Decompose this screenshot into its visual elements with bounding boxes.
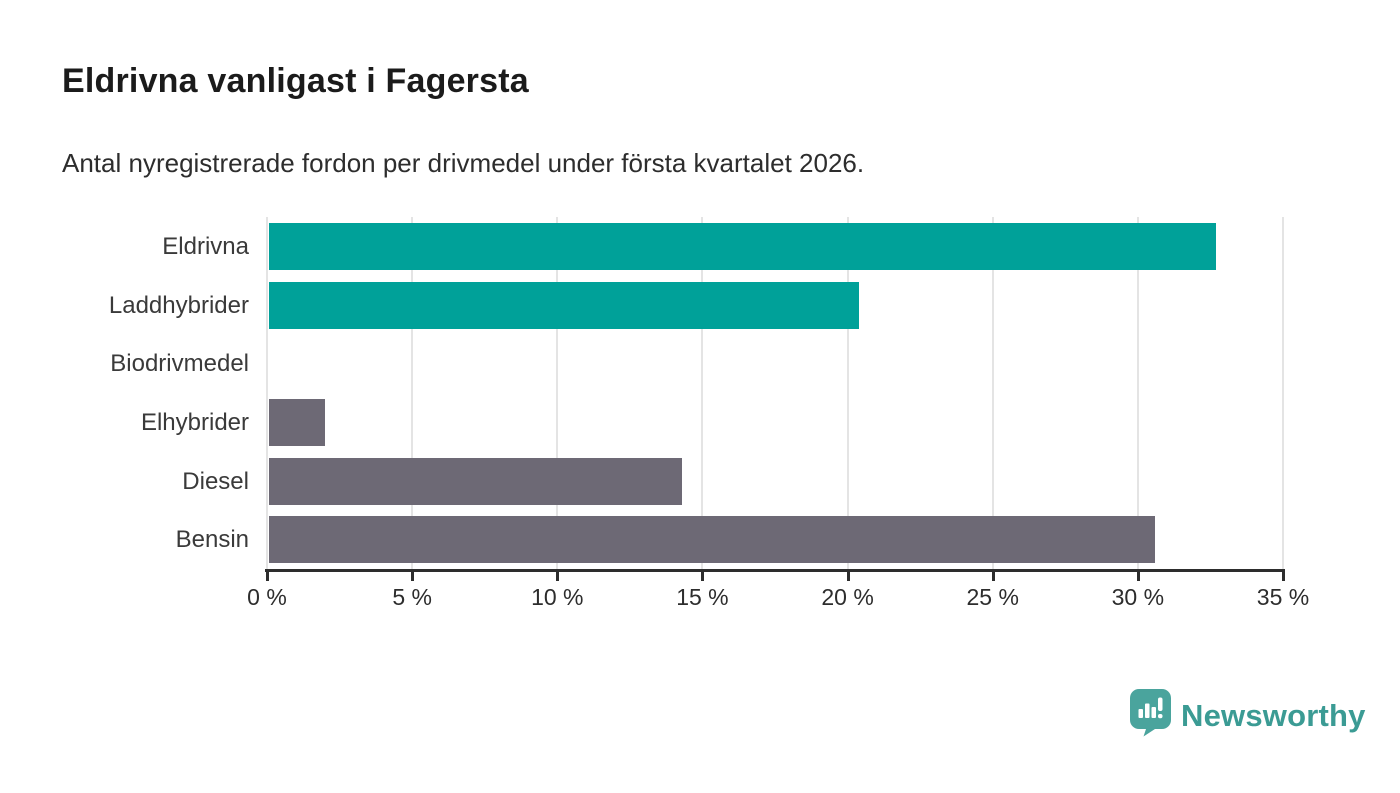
category-label-bensin: Bensin <box>175 526 249 554</box>
gridline-30 <box>1136 217 1139 569</box>
x-tick-0 <box>266 572 269 581</box>
bar-elhybrider <box>269 398 326 446</box>
bar-diesel <box>269 457 683 505</box>
bar-eldrivna <box>269 222 1217 270</box>
x-tick-label-25: 25 % <box>966 584 1019 610</box>
chart-title: Eldrivna vanligast i Fagersta <box>62 62 529 100</box>
x-tick-label-0: 0 % <box>247 584 287 610</box>
gridline-25 <box>991 217 994 569</box>
gridline-10 <box>556 217 559 569</box>
category-label-elhybrider: Elhybrider <box>140 409 249 436</box>
gridline-35 <box>1282 217 1284 569</box>
category-axis: Eldrivna Laddhybrider Biodrivmedel Elhybrid… <box>0 217 249 569</box>
x-axis-line <box>265 569 1285 572</box>
gridline-15 <box>701 217 704 569</box>
x-tick-25 <box>991 572 995 581</box>
newsworthy-logo-icon <box>1130 689 1171 742</box>
x-tick-label-5: 5 % <box>392 584 432 610</box>
gridline-0 <box>266 217 268 569</box>
category-label-diesel: Diesel <box>182 467 249 495</box>
brand-lockup: Newsworthy <box>1130 689 1366 742</box>
x-tick-5 <box>411 572 415 581</box>
category-label-eldrivna: Eldrivna <box>162 233 249 260</box>
x-tick-label-30: 30 % <box>1111 584 1165 610</box>
bar-bensin <box>269 516 1156 564</box>
plot-area <box>266 217 1284 569</box>
gridline-5 <box>411 217 414 569</box>
x-tick-15 <box>701 572 705 581</box>
category-label-laddhybrider: Laddhybrider <box>108 291 249 319</box>
gridline-20 <box>846 217 849 569</box>
bar-laddhybrider <box>269 281 860 329</box>
x-tick-label-10: 10 % <box>531 584 584 610</box>
x-tick-10 <box>556 572 560 581</box>
x-tick-20 <box>846 572 850 581</box>
chart-subtitle: Antal nyregistrerade fordon per drivmede… <box>62 148 865 178</box>
x-tick-label-15: 15 % <box>676 584 729 610</box>
x-tick-label-35: 35 % <box>1256 584 1310 610</box>
brand-name: Newsworthy <box>1181 697 1366 733</box>
x-tick-30 <box>1136 572 1140 581</box>
x-tick-35 <box>1282 572 1285 581</box>
x-tick-label-20: 20 % <box>821 584 874 610</box>
category-label-biodrivmedel: Biodrivmedel <box>110 350 249 378</box>
